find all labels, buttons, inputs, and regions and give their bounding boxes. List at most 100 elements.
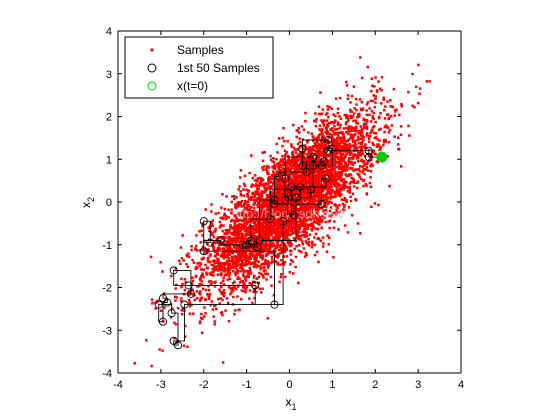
- sample-point: [308, 180, 311, 183]
- sample-point: [320, 220, 324, 223]
- sample-point: [313, 181, 317, 184]
- sample-point: [292, 172, 295, 175]
- sample-point: [254, 183, 258, 186]
- sample-point: [323, 216, 327, 219]
- sample-point: [223, 266, 227, 270]
- sample-point: [221, 361, 225, 364]
- sample-point: [346, 143, 349, 146]
- sample-point: [219, 267, 223, 270]
- sample-point: [369, 185, 373, 189]
- sample-point: [319, 197, 323, 200]
- sample-point: [279, 164, 283, 167]
- sample-point: [344, 180, 347, 184]
- sample-point: [362, 184, 365, 188]
- sample-point: [239, 214, 242, 217]
- sample-point: [279, 165, 282, 168]
- sample-point: [283, 154, 287, 158]
- sample-point: [345, 165, 349, 169]
- sample-point: [333, 151, 336, 155]
- sample-point: [288, 221, 291, 224]
- sample-point: [315, 136, 319, 140]
- sample-point: [319, 220, 322, 224]
- sample-point: [270, 231, 274, 234]
- sample-point: [333, 175, 337, 179]
- sample-point: [192, 261, 196, 264]
- sample-point: [299, 145, 302, 148]
- sample-point: [205, 273, 208, 276]
- sample-point: [357, 167, 361, 171]
- sample-point: [317, 163, 321, 167]
- sample-point: [265, 229, 269, 232]
- sample-point: [377, 203, 380, 207]
- sample-point: [299, 151, 302, 154]
- sample-point: [238, 257, 241, 260]
- sample-point: [305, 231, 309, 234]
- sample-point: [301, 151, 305, 155]
- sample-point: [287, 169, 290, 172]
- sample-point: [291, 150, 295, 154]
- sample-point: [348, 108, 352, 112]
- sample-point: [180, 308, 183, 312]
- sample-point: [219, 311, 223, 315]
- sample-point: [301, 194, 304, 198]
- sample-point: [351, 177, 355, 180]
- sample-point: [261, 242, 264, 246]
- sample-point: [289, 171, 293, 175]
- sample-point: [200, 312, 203, 316]
- sample-point: [255, 285, 259, 289]
- sample-point: [317, 182, 320, 185]
- sample-point: [303, 216, 306, 220]
- sample-point: [232, 219, 236, 222]
- sample-point: [211, 219, 215, 222]
- sample-point: [218, 247, 222, 251]
- sample-point: [327, 161, 330, 164]
- sample-point: [246, 193, 249, 197]
- sample-point: [359, 137, 362, 140]
- sample-point: [360, 108, 363, 112]
- sample-point: [316, 211, 320, 214]
- sample-point: [309, 208, 312, 212]
- sample-point: [331, 144, 335, 148]
- sample-point: [283, 232, 287, 236]
- sample-point: [211, 233, 214, 237]
- sample-point: [230, 291, 233, 294]
- sample-point: [353, 106, 356, 110]
- sample-point: [315, 170, 318, 174]
- sample-point: [291, 200, 294, 204]
- sample-point: [212, 248, 215, 252]
- sample-point: [346, 190, 350, 193]
- sample-point: [337, 157, 340, 161]
- sample-point: [238, 226, 242, 229]
- sample-point: [257, 184, 260, 188]
- sample-point: [221, 229, 224, 233]
- sample-point: [306, 201, 309, 205]
- sample-point: [267, 228, 270, 232]
- sample-point: [235, 232, 239, 235]
- sample-point: [287, 157, 291, 161]
- sample-point: [307, 131, 310, 134]
- sample-point: [242, 251, 245, 254]
- sample-point: [209, 230, 213, 234]
- sample-point: [283, 149, 287, 153]
- sample-point: [255, 263, 258, 267]
- sample-point: [276, 162, 279, 166]
- sample-point: [264, 237, 267, 240]
- sample-point: [367, 140, 371, 143]
- sample-point: [180, 297, 183, 300]
- sample-point: [188, 301, 192, 305]
- sample-point: [273, 165, 277, 168]
- sample-point: [266, 233, 270, 237]
- sample-point: [237, 229, 240, 232]
- sample-point: [232, 285, 236, 288]
- sample-point: [310, 178, 313, 182]
- sample-point: [297, 244, 301, 247]
- sample-point: [353, 153, 357, 156]
- sample-point: [389, 105, 392, 108]
- sample-point: [241, 235, 245, 239]
- sample-point: [326, 108, 330, 111]
- sample-point: [340, 188, 344, 191]
- sample-point: [279, 223, 283, 227]
- sample-point: [273, 245, 277, 248]
- sample-point: [383, 105, 387, 108]
- sample-point: [390, 124, 394, 127]
